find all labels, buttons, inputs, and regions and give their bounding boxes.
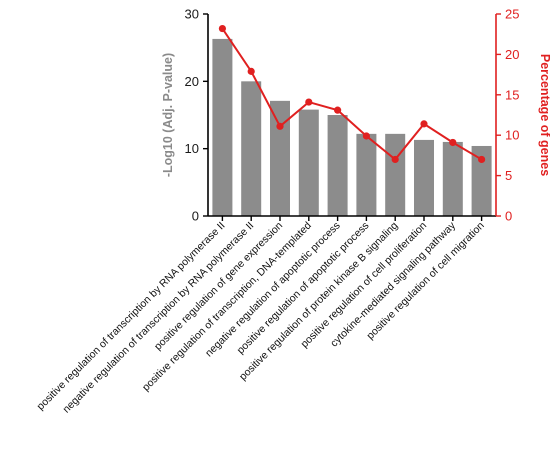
left-axis-ticks: 0 10 20 30 [185,7,208,224]
bar-series [212,38,492,217]
line-point-2 [247,67,255,75]
line-point-9 [449,138,457,147]
right-tick-label: 20 [505,47,519,62]
bar-10 [471,145,492,216]
axes [207,14,497,217]
line-point-5 [334,106,342,114]
line-point-8 [420,120,428,128]
line-point-7 [391,155,399,164]
left-tick-label: 20 [185,74,199,89]
left-tick-label: 30 [185,7,199,22]
left-tick-label: 10 [185,141,199,156]
bar-8 [414,139,434,216]
bar-1 [212,38,233,217]
right-tick-label: 25 [505,7,519,22]
line-point-3 [276,122,284,130]
category-labels: positive regulation of transcription by … [35,216,487,415]
category-label-1: positive regulation of transcription by … [35,220,228,413]
line-point-10 [478,155,486,164]
left-tick-label: 0 [192,209,199,224]
bar-9 [442,141,463,216]
right-tick-label: 5 [505,168,512,183]
line-point-1 [218,24,226,33]
right-tick-label: 10 [505,128,519,143]
bar-5 [327,115,348,216]
line-series [218,24,486,164]
line-path [221,27,483,161]
bar-6 [356,133,377,216]
bar-2 [241,81,262,216]
right-tick-label: 0 [505,209,512,224]
right-tick-label: 15 [505,87,519,102]
bar-4 [298,109,319,216]
right-axis-ticks: 0 5 10 15 20 25 [496,7,519,224]
y-axis-label-left: -Log10 (Adj. P-value) [161,53,175,177]
category-label-2: negative regulation of transcription by … [60,220,256,416]
line-point-4 [305,98,313,106]
bar-3 [270,100,290,216]
y-axis-label-right: Percentage of genes [538,54,550,176]
line-point-6 [362,132,370,140]
bar-7 [385,133,406,216]
